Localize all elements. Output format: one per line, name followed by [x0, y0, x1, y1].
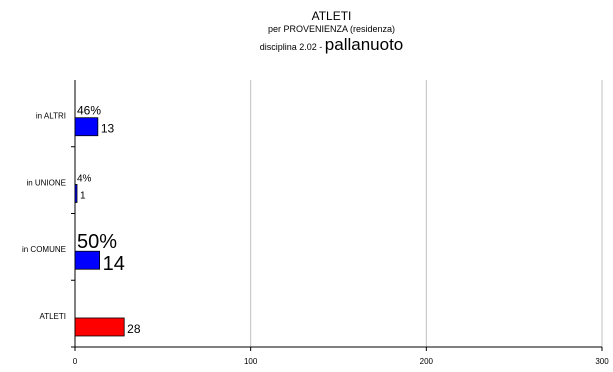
chart-discipline: disciplina 2.02 - pallanuoto: [0, 35, 613, 57]
bar: [74, 317, 125, 337]
value-label: 13: [101, 122, 115, 136]
bar: [74, 117, 99, 137]
x-tick-label: 0: [73, 357, 78, 366]
chart-title-block: ATLETI per PROVENIENZA (residenza) disci…: [0, 10, 613, 57]
x-tick-label: 300: [595, 357, 609, 366]
y-tick-label: in ALTRI: [36, 112, 66, 121]
x-tick-label: 200: [420, 357, 434, 366]
y-tick-label: in UNIONE: [26, 178, 66, 187]
x-tick-label: 100: [244, 357, 258, 366]
percent-label: 50%: [77, 231, 117, 253]
chart-title: ATLETI: [311, 9, 352, 23]
value-label: 1: [80, 190, 86, 201]
bar: [74, 250, 100, 270]
value-label: 14: [103, 253, 125, 275]
percent-label: 4%: [77, 173, 92, 184]
bar: [74, 184, 78, 203]
value-label: 28: [127, 322, 141, 336]
y-tick-label: in COMUNE: [22, 245, 66, 254]
discipline-name: pallanuoto: [324, 35, 404, 54]
y-tick-label: ATLETI: [39, 312, 66, 321]
percent-label: 46%: [77, 104, 101, 118]
discipline-prefix: disciplina 2.02 -: [259, 42, 325, 52]
chart-subtitle: per PROVENIENZA (residenza): [267, 24, 396, 34]
